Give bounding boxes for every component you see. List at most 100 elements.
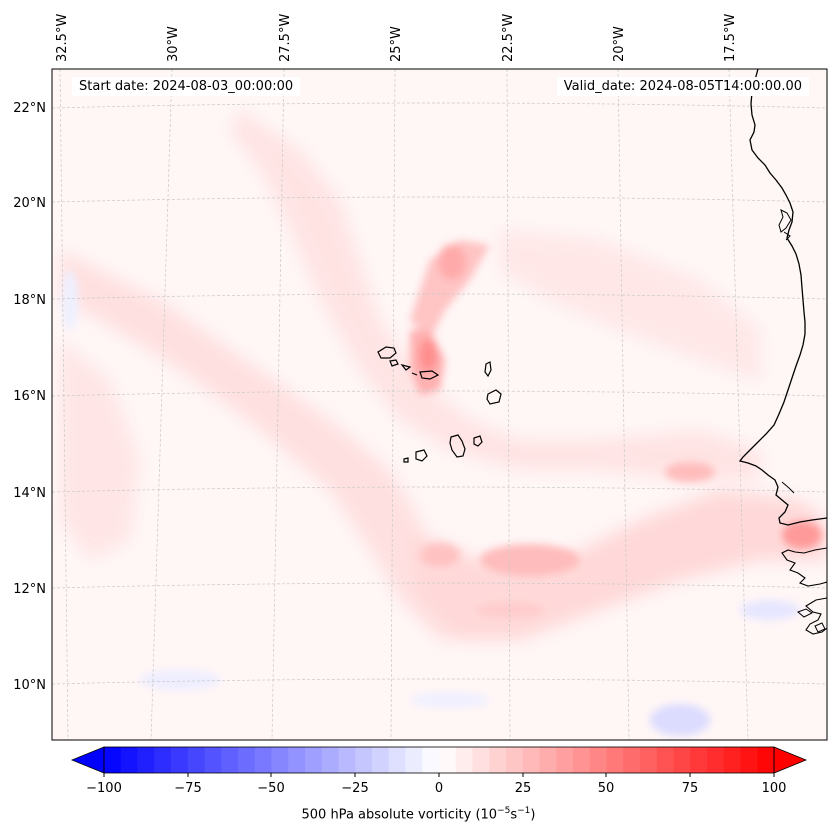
colorbar-cell bbox=[120, 747, 138, 773]
cb-tick-label: 100 bbox=[762, 781, 787, 796]
colorbar-cell bbox=[673, 747, 691, 773]
colorbar-cell bbox=[522, 747, 540, 773]
colorbar-cell bbox=[439, 747, 457, 773]
map-frame bbox=[51, 68, 828, 741]
cape-verde-island-maio bbox=[419, 370, 440, 380]
colorbar-cell bbox=[271, 747, 289, 773]
colorbar-title-main: 500 hPa absolute vorticity (10 bbox=[301, 807, 498, 823]
cape-verde-islands bbox=[377, 346, 502, 463]
colorbar-cell bbox=[104, 747, 122, 773]
vorticity-max-south-center bbox=[480, 544, 580, 576]
africa-coastline bbox=[738, 69, 827, 526]
colorbar-cell bbox=[757, 747, 775, 773]
negative-vorticity-patch-south-center bbox=[410, 692, 490, 708]
colorbar-title-exp2: −1 bbox=[517, 806, 531, 816]
colorbar-cell bbox=[288, 747, 306, 773]
lon-label-30w: 30°W bbox=[166, 26, 181, 62]
vorticity-band-northwest bbox=[60, 250, 480, 640]
cb-tick-label: −75 bbox=[174, 781, 201, 796]
start-date-label: Start date: 2024-08-03_00:00:00 bbox=[72, 77, 301, 96]
colorbar-cell bbox=[690, 747, 708, 773]
lon-label-17-5w: 17.5°W bbox=[723, 14, 738, 62]
colorbar-cell bbox=[656, 747, 674, 773]
gridline-lon-22-5w bbox=[506, 69, 511, 740]
colorbar-tick-labels: −100 −75 −50 −25 0 25 50 75 100 bbox=[86, 781, 786, 796]
cape-verde-island-boa-vista bbox=[486, 389, 502, 405]
cb-tick-label: 75 bbox=[682, 781, 699, 796]
cb-tick-label: −100 bbox=[86, 781, 122, 796]
colorbar-cell bbox=[187, 747, 205, 773]
gridline-lat-20n bbox=[52, 196, 827, 203]
colorbar-cell bbox=[238, 747, 256, 773]
colorbar-cell bbox=[422, 747, 440, 773]
vorticity-band-west bbox=[60, 340, 140, 560]
lat-label-12n: 12°N bbox=[13, 582, 46, 597]
senegal-inlet bbox=[778, 209, 795, 494]
colorbar: −100 −75 −50 −25 0 25 50 75 100 bbox=[70, 746, 808, 796]
gridline-lat-14n bbox=[52, 486, 827, 493]
cape-verde-island-sal bbox=[484, 361, 492, 378]
gridline-lon-30w bbox=[150, 69, 173, 740]
gridline-lat-12n bbox=[52, 582, 827, 589]
gridline-lon-20w bbox=[617, 69, 630, 740]
colorbar-title: 500 hPa absolute vorticity (10−5s−1) bbox=[0, 806, 837, 822]
colorbar-cell bbox=[707, 747, 725, 773]
colorbar-cell bbox=[221, 747, 239, 773]
cape-verde-island-santiago bbox=[449, 434, 466, 458]
colorbar-title-close: ) bbox=[530, 807, 536, 823]
colorbar-cell bbox=[740, 747, 758, 773]
cape-verde-island-fogo bbox=[473, 435, 483, 447]
colorbar-cell bbox=[455, 747, 473, 773]
gridline-lon-25w bbox=[390, 69, 396, 740]
lat-label-10n: 10°N bbox=[13, 678, 46, 693]
colorbar-cell bbox=[388, 747, 406, 773]
vorticity-band-central bbox=[230, 110, 760, 480]
colorbar-cell bbox=[539, 747, 557, 773]
vorticity-max-south bbox=[475, 602, 545, 618]
valid-date-label: Valid_date: 2024-08-05T14:00:00.00 bbox=[556, 77, 809, 96]
colorbar-cell bbox=[556, 747, 574, 773]
colorbar-cell bbox=[204, 747, 222, 773]
colorbar-extend-min bbox=[70, 746, 105, 774]
lon-label-20w: 20°W bbox=[612, 26, 627, 62]
gridlines bbox=[52, 69, 827, 740]
guinea-bissau-coast bbox=[805, 597, 827, 635]
colorbar-cell bbox=[623, 747, 641, 773]
longitude-labels: 32.5°W 30°W 27.5°W 25°W 22.5°W 20°W 17.5… bbox=[55, 14, 738, 62]
colorbar-cell bbox=[154, 747, 172, 773]
colorbar-cell bbox=[338, 747, 356, 773]
vorticity-max-east bbox=[665, 462, 715, 482]
negative-vorticity-patch-southwest bbox=[140, 670, 220, 690]
lon-label-32-5w: 32.5°W bbox=[55, 14, 70, 62]
colorbar-cell bbox=[640, 747, 658, 773]
vorticity-max-core-north bbox=[438, 244, 466, 280]
colorbar-cell bbox=[405, 747, 423, 773]
colorbar-cell bbox=[137, 747, 155, 773]
cb-tick-label: 50 bbox=[598, 781, 615, 796]
vorticity-band-east bbox=[500, 230, 760, 380]
colorbar-cell bbox=[321, 747, 339, 773]
cape-verde-island-brava bbox=[403, 449, 428, 463]
lon-label-25w: 25°W bbox=[389, 26, 404, 62]
colorbar-ticks bbox=[103, 773, 775, 777]
colorbar-extend-max bbox=[773, 746, 808, 774]
colorbar-cell bbox=[573, 747, 591, 773]
cape-verde-island-sao-nicolau bbox=[400, 363, 418, 376]
colorbar-cells bbox=[104, 747, 775, 773]
colorbar-title-mid: s bbox=[510, 807, 518, 823]
colorbar-cell bbox=[305, 747, 323, 773]
colorbar-cell bbox=[723, 747, 741, 773]
lat-label-22n: 22°N bbox=[13, 101, 46, 116]
colorbar-cell bbox=[489, 747, 507, 773]
lat-label-16n: 16°N bbox=[13, 389, 46, 404]
negative-vorticity-patch-south bbox=[650, 704, 710, 736]
colorbar-cell bbox=[254, 747, 272, 773]
negative-vorticity-patch-east bbox=[740, 600, 800, 620]
gridline-lat-22n bbox=[52, 102, 827, 109]
gridline-lat-18n bbox=[52, 293, 827, 300]
bijagos-islands bbox=[797, 608, 826, 633]
lat-label-20n: 20°N bbox=[13, 196, 46, 211]
lon-label-22-5w: 22.5°W bbox=[501, 14, 516, 62]
colorbar-title-exp1: −5 bbox=[497, 806, 511, 816]
